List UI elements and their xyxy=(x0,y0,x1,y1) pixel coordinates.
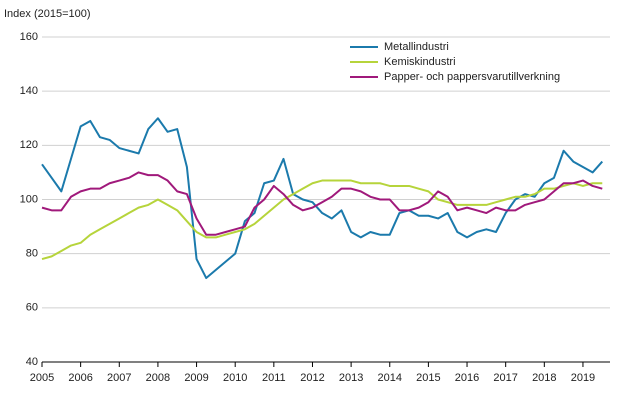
x-tick-label: 2006 xyxy=(68,372,92,384)
series-line xyxy=(41,171,603,236)
legend-label: Kemiskindustri xyxy=(384,56,456,68)
y-tick-label: 100 xyxy=(20,193,38,205)
legend-label: Metallindustri xyxy=(384,41,449,53)
y-tick-label: 140 xyxy=(20,85,38,97)
y-tick-label: 80 xyxy=(26,248,38,260)
y-tick-label: 40 xyxy=(26,356,38,368)
x-tick-label: 2007 xyxy=(107,372,131,384)
series-line xyxy=(41,117,604,280)
x-tick-label: 2018 xyxy=(532,372,556,384)
series-line xyxy=(41,179,603,261)
legend-label: Papper- och pappersvarutillverkning xyxy=(384,71,560,83)
x-tick-label: 2011 xyxy=(262,372,286,384)
x-tick-label: 2009 xyxy=(184,372,208,384)
y-tick-label: 120 xyxy=(20,139,38,151)
x-tick-label: 2008 xyxy=(146,372,170,384)
x-tick-label: 2017 xyxy=(493,372,517,384)
x-tick-label: 2013 xyxy=(339,372,363,384)
x-tick-label: 2012 xyxy=(300,372,324,384)
x-tick-label: 2016 xyxy=(455,372,479,384)
x-tick-label: 2014 xyxy=(378,372,402,384)
x-tick-label: 2015 xyxy=(416,372,440,384)
y-tick-label: 60 xyxy=(26,302,38,314)
x-tick-label: 2005 xyxy=(30,372,54,384)
y-tick-label: 160 xyxy=(20,31,38,43)
x-tick-label: 2019 xyxy=(571,372,595,384)
y-axis-label: Index (2015=100) xyxy=(4,8,91,20)
x-tick-label: 2010 xyxy=(223,372,247,384)
